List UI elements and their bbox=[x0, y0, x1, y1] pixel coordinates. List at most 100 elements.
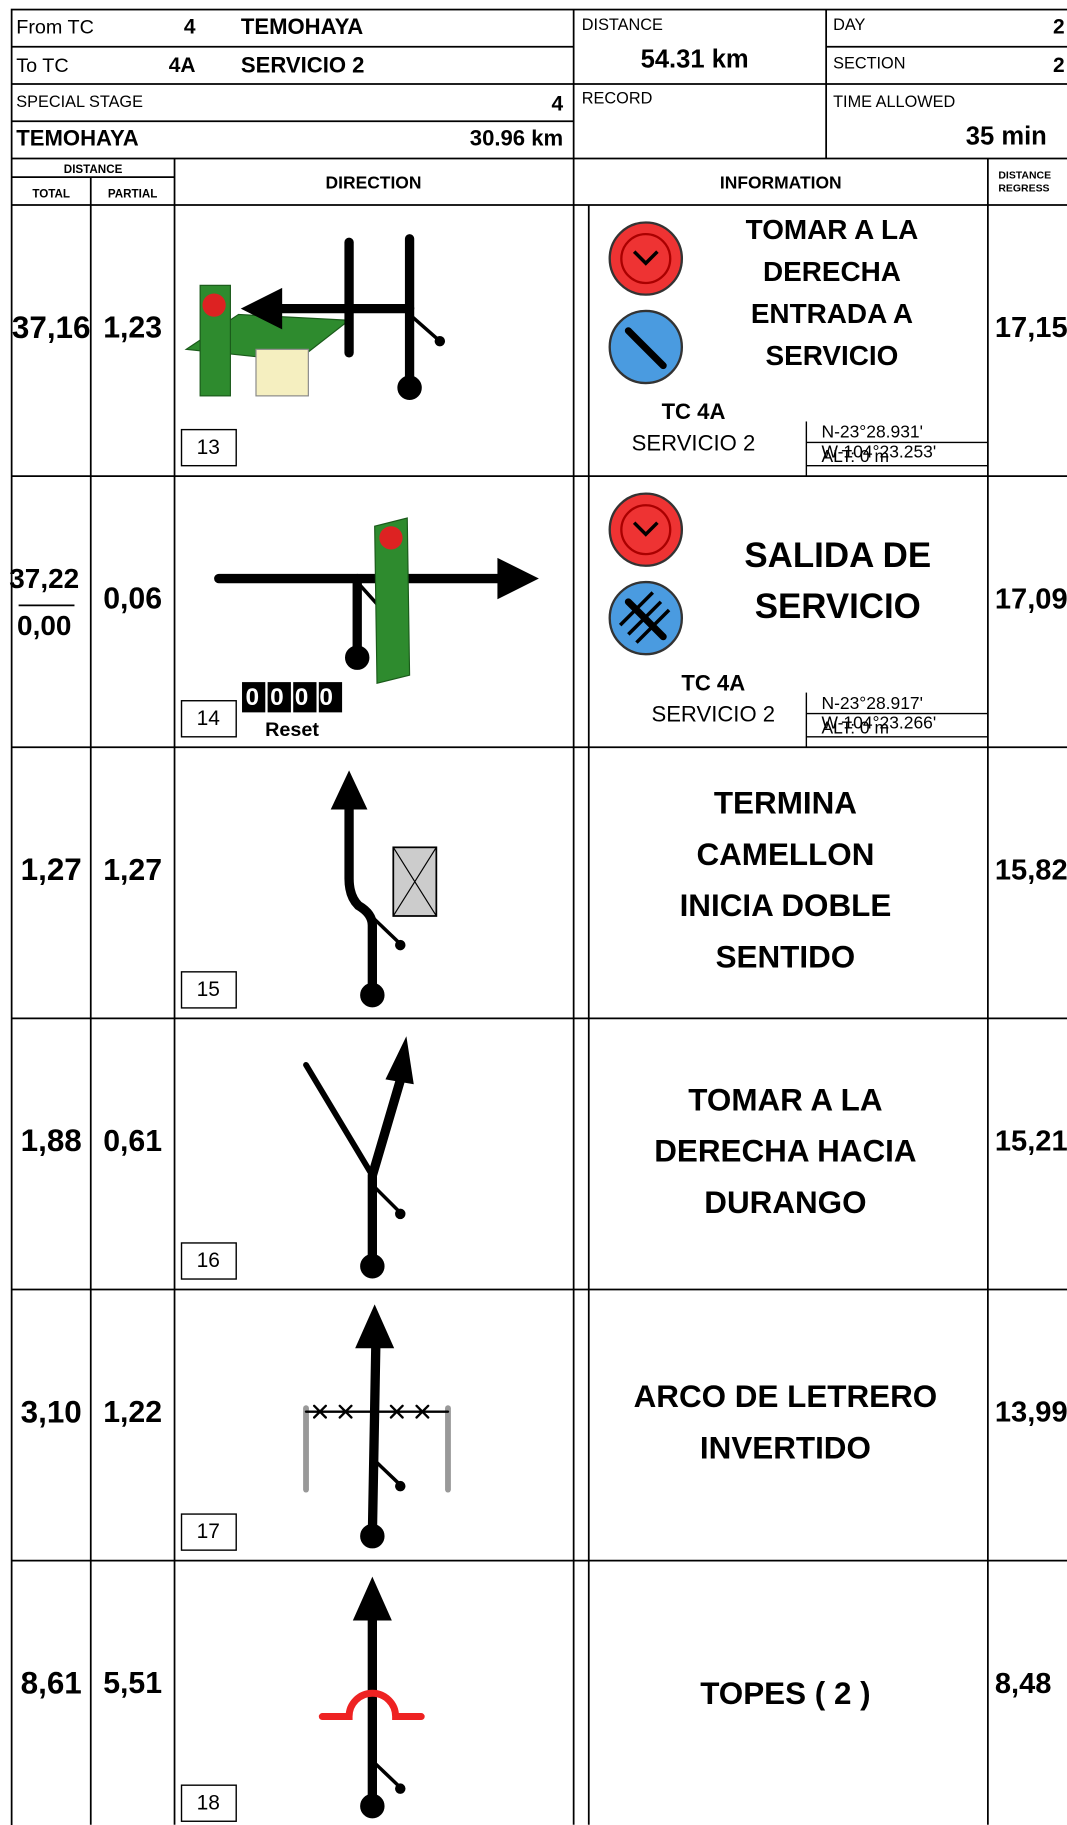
clock-ring bbox=[620, 504, 672, 556]
label: To TC bbox=[16, 55, 68, 77]
header: From TC 4 TEMOHAYA To TC 4A SERVICIO 2 D… bbox=[16, 14, 1064, 201]
clock-ring bbox=[620, 232, 672, 285]
number-box bbox=[180, 971, 237, 1009]
reset-distance: 0,00 bbox=[17, 610, 71, 641]
info-text: SERVICIO bbox=[766, 340, 899, 371]
note-number: 15 bbox=[197, 978, 220, 1001]
day: 2 bbox=[1053, 16, 1065, 39]
info-text: CAMELLON bbox=[696, 837, 874, 872]
icon-15 bbox=[330, 770, 438, 1008]
number-box bbox=[180, 700, 237, 738]
tc-number: 4 bbox=[184, 16, 196, 39]
icon-17 bbox=[303, 1304, 451, 1549]
counter-label: Reset bbox=[265, 719, 319, 741]
partial-distance: 1,27 bbox=[103, 854, 162, 887]
info-text: ARCO DE LETRERO bbox=[634, 1379, 938, 1414]
total-distance: 37,22 bbox=[9, 563, 79, 594]
partial-distance: 0,06 bbox=[103, 583, 162, 616]
label: SPECIAL STAGE bbox=[16, 93, 143, 111]
partial-distance: 5,51 bbox=[103, 1667, 162, 1700]
tc-name: SERVICIO 2 bbox=[241, 52, 365, 77]
ss-distance: 30.96 km bbox=[470, 126, 563, 151]
note-number: 18 bbox=[197, 1791, 220, 1814]
info-icons bbox=[608, 221, 684, 385]
regress-distance: 15,21 bbox=[995, 1126, 1067, 1158]
clock-hand bbox=[632, 250, 659, 266]
column-label: DISTANCE bbox=[64, 163, 123, 176]
note-number: 17 bbox=[197, 1520, 220, 1543]
total-distance: 1,27 bbox=[21, 852, 82, 887]
altitude: ALT: 0 m bbox=[821, 446, 889, 466]
info-text: SERVICIO bbox=[755, 587, 921, 626]
tc-label: TC 4A bbox=[662, 399, 726, 424]
number-box bbox=[180, 1784, 237, 1822]
info-text: INVERTIDO bbox=[700, 1430, 871, 1465]
latitude: N-23°28.917' bbox=[821, 693, 922, 713]
info-text: SENTIDO bbox=[716, 939, 856, 974]
counter: 0000 bbox=[246, 684, 345, 711]
column-label: DIRECTION bbox=[326, 173, 422, 193]
partial-distance: 0,61 bbox=[103, 1125, 162, 1158]
label: SECTION bbox=[833, 55, 905, 73]
partial-distance: 1,23 bbox=[103, 312, 162, 345]
number-box bbox=[180, 1513, 237, 1551]
time-allowed: 35 min bbox=[966, 122, 1047, 150]
icon-18 bbox=[318, 1576, 425, 1819]
counter-cell bbox=[267, 682, 291, 713]
icon-13 bbox=[184, 234, 446, 400]
partial-distance: 1,22 bbox=[103, 1396, 162, 1429]
regress-distance: 8,48 bbox=[995, 1668, 1052, 1700]
direction-icons bbox=[184, 234, 539, 1819]
label: DAY bbox=[833, 16, 865, 34]
info-text: TOPES ( 2 ) bbox=[700, 1676, 870, 1711]
label: TIME ALLOWED bbox=[833, 93, 955, 111]
distance: 54.31 km bbox=[641, 46, 749, 74]
info-text: ENTRADA A bbox=[751, 298, 913, 329]
icon-16 bbox=[303, 1036, 414, 1279]
column-label: PARTIAL bbox=[108, 188, 158, 201]
number-box bbox=[180, 1242, 237, 1280]
tc-name: SERVICIO 2 bbox=[632, 431, 756, 456]
info-text: INICIA DOBLE bbox=[680, 888, 892, 923]
wrench bbox=[624, 327, 667, 370]
label: RECORD bbox=[582, 89, 653, 107]
column-label: DISTANCE bbox=[998, 171, 1051, 182]
grid-lines bbox=[10, 8, 1067, 1825]
latitude: N-23°28.931' bbox=[821, 422, 922, 442]
section: 2 bbox=[1053, 54, 1065, 77]
info-text: SALIDA DE bbox=[744, 536, 931, 575]
regress-distance: 17,09 bbox=[995, 583, 1067, 615]
column-label: INFORMATION bbox=[720, 173, 842, 193]
info-icons bbox=[608, 492, 684, 656]
number-box bbox=[180, 428, 237, 467]
counter-cell bbox=[318, 682, 343, 713]
info-text: TOMAR A LA bbox=[746, 214, 919, 245]
info-text: DERECHA bbox=[763, 256, 901, 287]
note-number: 13 bbox=[197, 436, 220, 459]
clock-hand bbox=[632, 521, 659, 537]
counter-cell bbox=[293, 682, 317, 713]
counter-cell bbox=[242, 682, 266, 713]
total-distance: 3,10 bbox=[21, 1394, 82, 1429]
label: DISTANCE bbox=[582, 16, 663, 34]
longitude: W-104°23.253' bbox=[821, 441, 936, 461]
label: From TC bbox=[16, 16, 94, 38]
info-text: DURANGO bbox=[704, 1185, 866, 1220]
regress-distance: 15,82 bbox=[995, 854, 1067, 886]
total-distance: 8,61 bbox=[21, 1665, 82, 1700]
longitude: W-104°23.266' bbox=[821, 713, 936, 733]
tc-name: SERVICIO 2 bbox=[651, 702, 775, 727]
icon-14 bbox=[214, 517, 539, 685]
ss-name: TEMOHAYA bbox=[16, 126, 138, 151]
tc-label: TC 4A bbox=[681, 670, 745, 695]
column-label: TOTAL bbox=[32, 188, 70, 201]
note-number: 14 bbox=[197, 707, 221, 730]
note-number: 16 bbox=[197, 1249, 220, 1272]
total-distance: 37,16 bbox=[12, 310, 91, 345]
no-service bbox=[618, 591, 671, 644]
info-text: TERMINA bbox=[714, 786, 857, 821]
altitude: ALT: 0 m bbox=[821, 717, 889, 737]
tc-number: 4A bbox=[169, 54, 196, 77]
